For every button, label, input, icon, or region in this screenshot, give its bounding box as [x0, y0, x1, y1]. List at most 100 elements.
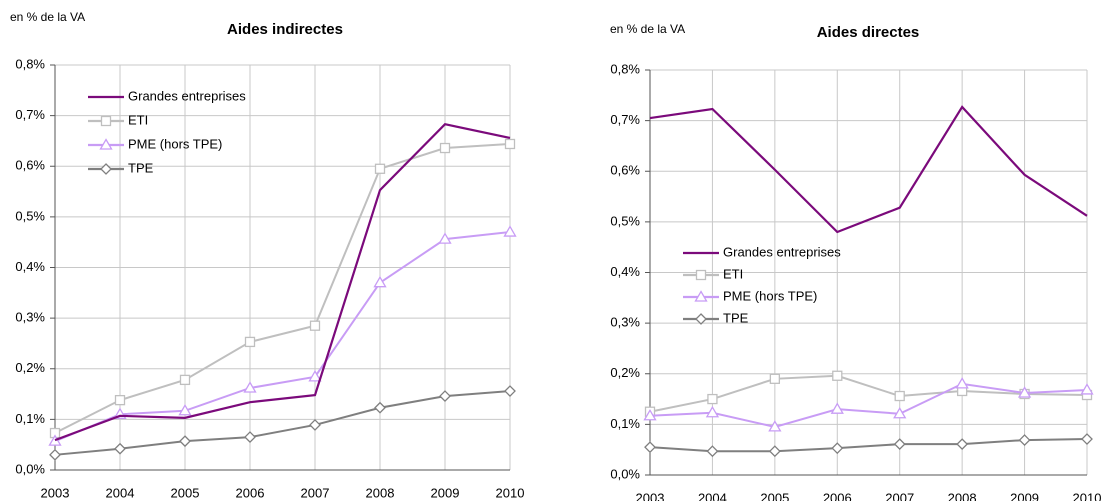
y-tick-label: 0,2%: [610, 365, 640, 380]
marker: [830, 402, 844, 414]
legend-label: ETI: [128, 112, 148, 127]
marker: [705, 405, 720, 418]
marker: [243, 381, 257, 393]
legend-label: TPE: [723, 310, 749, 325]
series-line: [649, 438, 1088, 453]
series-line: [649, 374, 1088, 413]
marker: [831, 442, 844, 455]
marker: [439, 390, 451, 403]
legend-label: Grandes entreprises: [723, 244, 841, 259]
y-tick-label: 0,3%: [15, 310, 45, 325]
series-line: [54, 142, 511, 434]
series-line: [649, 105, 1088, 234]
marker: [179, 435, 191, 448]
marker: [178, 403, 192, 416]
marker: [955, 377, 969, 389]
y-tick-label: 0,5%: [610, 213, 640, 228]
x-tick-label: 2005: [171, 485, 200, 500]
series-line: [54, 123, 511, 442]
x-tick-label: 2006: [236, 485, 265, 500]
marker: [893, 438, 906, 451]
marker: [503, 225, 517, 237]
marker: [956, 438, 969, 451]
marker: [438, 232, 452, 244]
legend-marker: [99, 138, 113, 150]
series-line: [54, 390, 511, 456]
legend-marker: [100, 163, 112, 175]
marker: [768, 420, 782, 432]
marker: [1017, 386, 1032, 398]
legend-label: ETI: [723, 266, 743, 281]
marker: [114, 442, 126, 455]
legend-marker: [100, 115, 112, 127]
x-tick-label: 2007: [885, 490, 914, 501]
y-tick-label: 0,3%: [610, 315, 640, 330]
y-tick-label: 0,0%: [610, 466, 640, 481]
chart-title: Aides directes: [817, 24, 920, 41]
x-tick-label: 2008: [366, 485, 395, 500]
y-tick-label: 0,8%: [15, 56, 45, 71]
marker: [309, 419, 321, 431]
legend-label: TPE: [128, 160, 154, 175]
marker: [504, 385, 516, 397]
marker: [832, 370, 843, 381]
legend-marker: [695, 269, 707, 281]
marker: [643, 408, 657, 421]
marker: [374, 401, 386, 414]
marker: [894, 390, 905, 402]
y-tick-label: 0,6%: [15, 158, 45, 173]
y-tick-label: 0,1%: [15, 411, 45, 426]
marker: [644, 441, 656, 454]
marker: [893, 406, 907, 419]
marker: [309, 320, 321, 331]
marker: [179, 374, 191, 386]
y-axis-label: en % de la VA: [10, 10, 85, 24]
marker: [707, 393, 718, 405]
marker: [768, 445, 781, 458]
x-tick-label: 2003: [636, 490, 665, 501]
marker: [1018, 434, 1031, 446]
marker: [1081, 433, 1093, 445]
y-axis-label: en % de la VA: [610, 22, 685, 36]
chart-title: Aides indirectes: [227, 21, 343, 38]
y-tick-label: 0,0%: [15, 461, 45, 476]
marker: [244, 431, 256, 444]
y-tick-label: 0,1%: [610, 416, 640, 431]
legend-label: PME (hors TPE): [128, 136, 222, 151]
legend-label: PME (hors TPE): [723, 288, 817, 303]
y-tick-label: 0,4%: [610, 264, 640, 279]
x-tick-label: 2005: [760, 490, 789, 501]
x-tick-label: 2009: [431, 485, 460, 500]
x-tick-label: 2010: [496, 485, 525, 500]
marker: [1080, 383, 1094, 395]
marker: [48, 434, 62, 446]
marker: [373, 275, 387, 288]
marker: [308, 370, 322, 382]
x-tick-label: 2004: [698, 490, 727, 501]
y-tick-label: 0,7%: [15, 107, 45, 122]
marker: [114, 394, 126, 406]
legend-marker: [694, 290, 708, 302]
series-line: [54, 231, 511, 443]
x-tick-label: 2003: [41, 485, 70, 500]
y-tick-label: 0,8%: [610, 61, 640, 76]
marker: [439, 142, 451, 154]
marker: [769, 373, 781, 384]
marker: [504, 138, 516, 150]
y-tick-label: 0,2%: [15, 360, 45, 375]
marker: [374, 163, 386, 174]
marker: [244, 336, 256, 348]
y-tick-label: 0,5%: [15, 208, 45, 223]
y-tick-label: 0,7%: [610, 112, 640, 127]
y-tick-label: 0,6%: [610, 163, 640, 178]
x-tick-label: 2006: [823, 490, 852, 501]
x-tick-label: 2007: [301, 485, 330, 500]
marker: [706, 445, 719, 458]
marker: [49, 448, 61, 461]
x-tick-label: 2010: [1073, 490, 1102, 501]
x-tick-label: 2004: [106, 485, 135, 500]
x-tick-label: 2008: [948, 490, 977, 501]
y-tick-label: 0,4%: [15, 259, 45, 274]
legend-marker: [695, 313, 707, 325]
